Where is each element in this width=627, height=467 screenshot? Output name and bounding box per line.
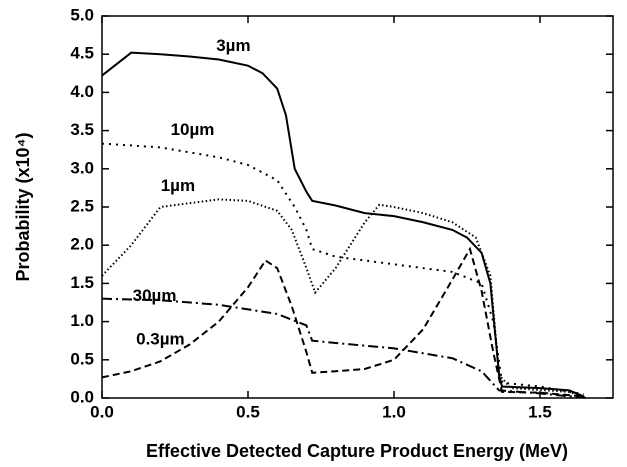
y-axis-label: Probability (x10⁴) xyxy=(13,133,33,282)
annotation: 10µm xyxy=(171,120,215,139)
y-tick-label: 4.5 xyxy=(70,44,94,63)
y-tick-label: 1.5 xyxy=(70,273,94,292)
y-tick-label: 5.0 xyxy=(70,5,94,24)
annotation: 0.3µm xyxy=(136,329,185,348)
y-tick-label: 4.0 xyxy=(70,82,94,101)
x-axis-label: Effective Detected Capture Product Energ… xyxy=(146,441,568,461)
x-tick-label: 1.5 xyxy=(528,402,552,421)
x-tick-label: 0.0 xyxy=(90,402,114,421)
y-tick-label: 3.0 xyxy=(70,158,94,177)
y-tick-label: 3.5 xyxy=(70,120,94,139)
y-tick-label: 0.0 xyxy=(70,387,94,406)
series-line xyxy=(101,246,584,398)
annotation: 3µm xyxy=(216,36,250,55)
annotation: 1µm xyxy=(161,176,195,195)
y-tick-label: 1.0 xyxy=(70,311,94,330)
annotation: 30µm xyxy=(133,286,177,305)
y-tick-label: 0.5 xyxy=(70,349,94,368)
x-tick-label: 1.0 xyxy=(382,402,406,421)
series-line xyxy=(101,297,587,399)
y-tick-label: 2.5 xyxy=(70,196,94,215)
x-tick-label: 0.5 xyxy=(236,402,260,421)
y-tick-label: 2.0 xyxy=(70,235,94,254)
